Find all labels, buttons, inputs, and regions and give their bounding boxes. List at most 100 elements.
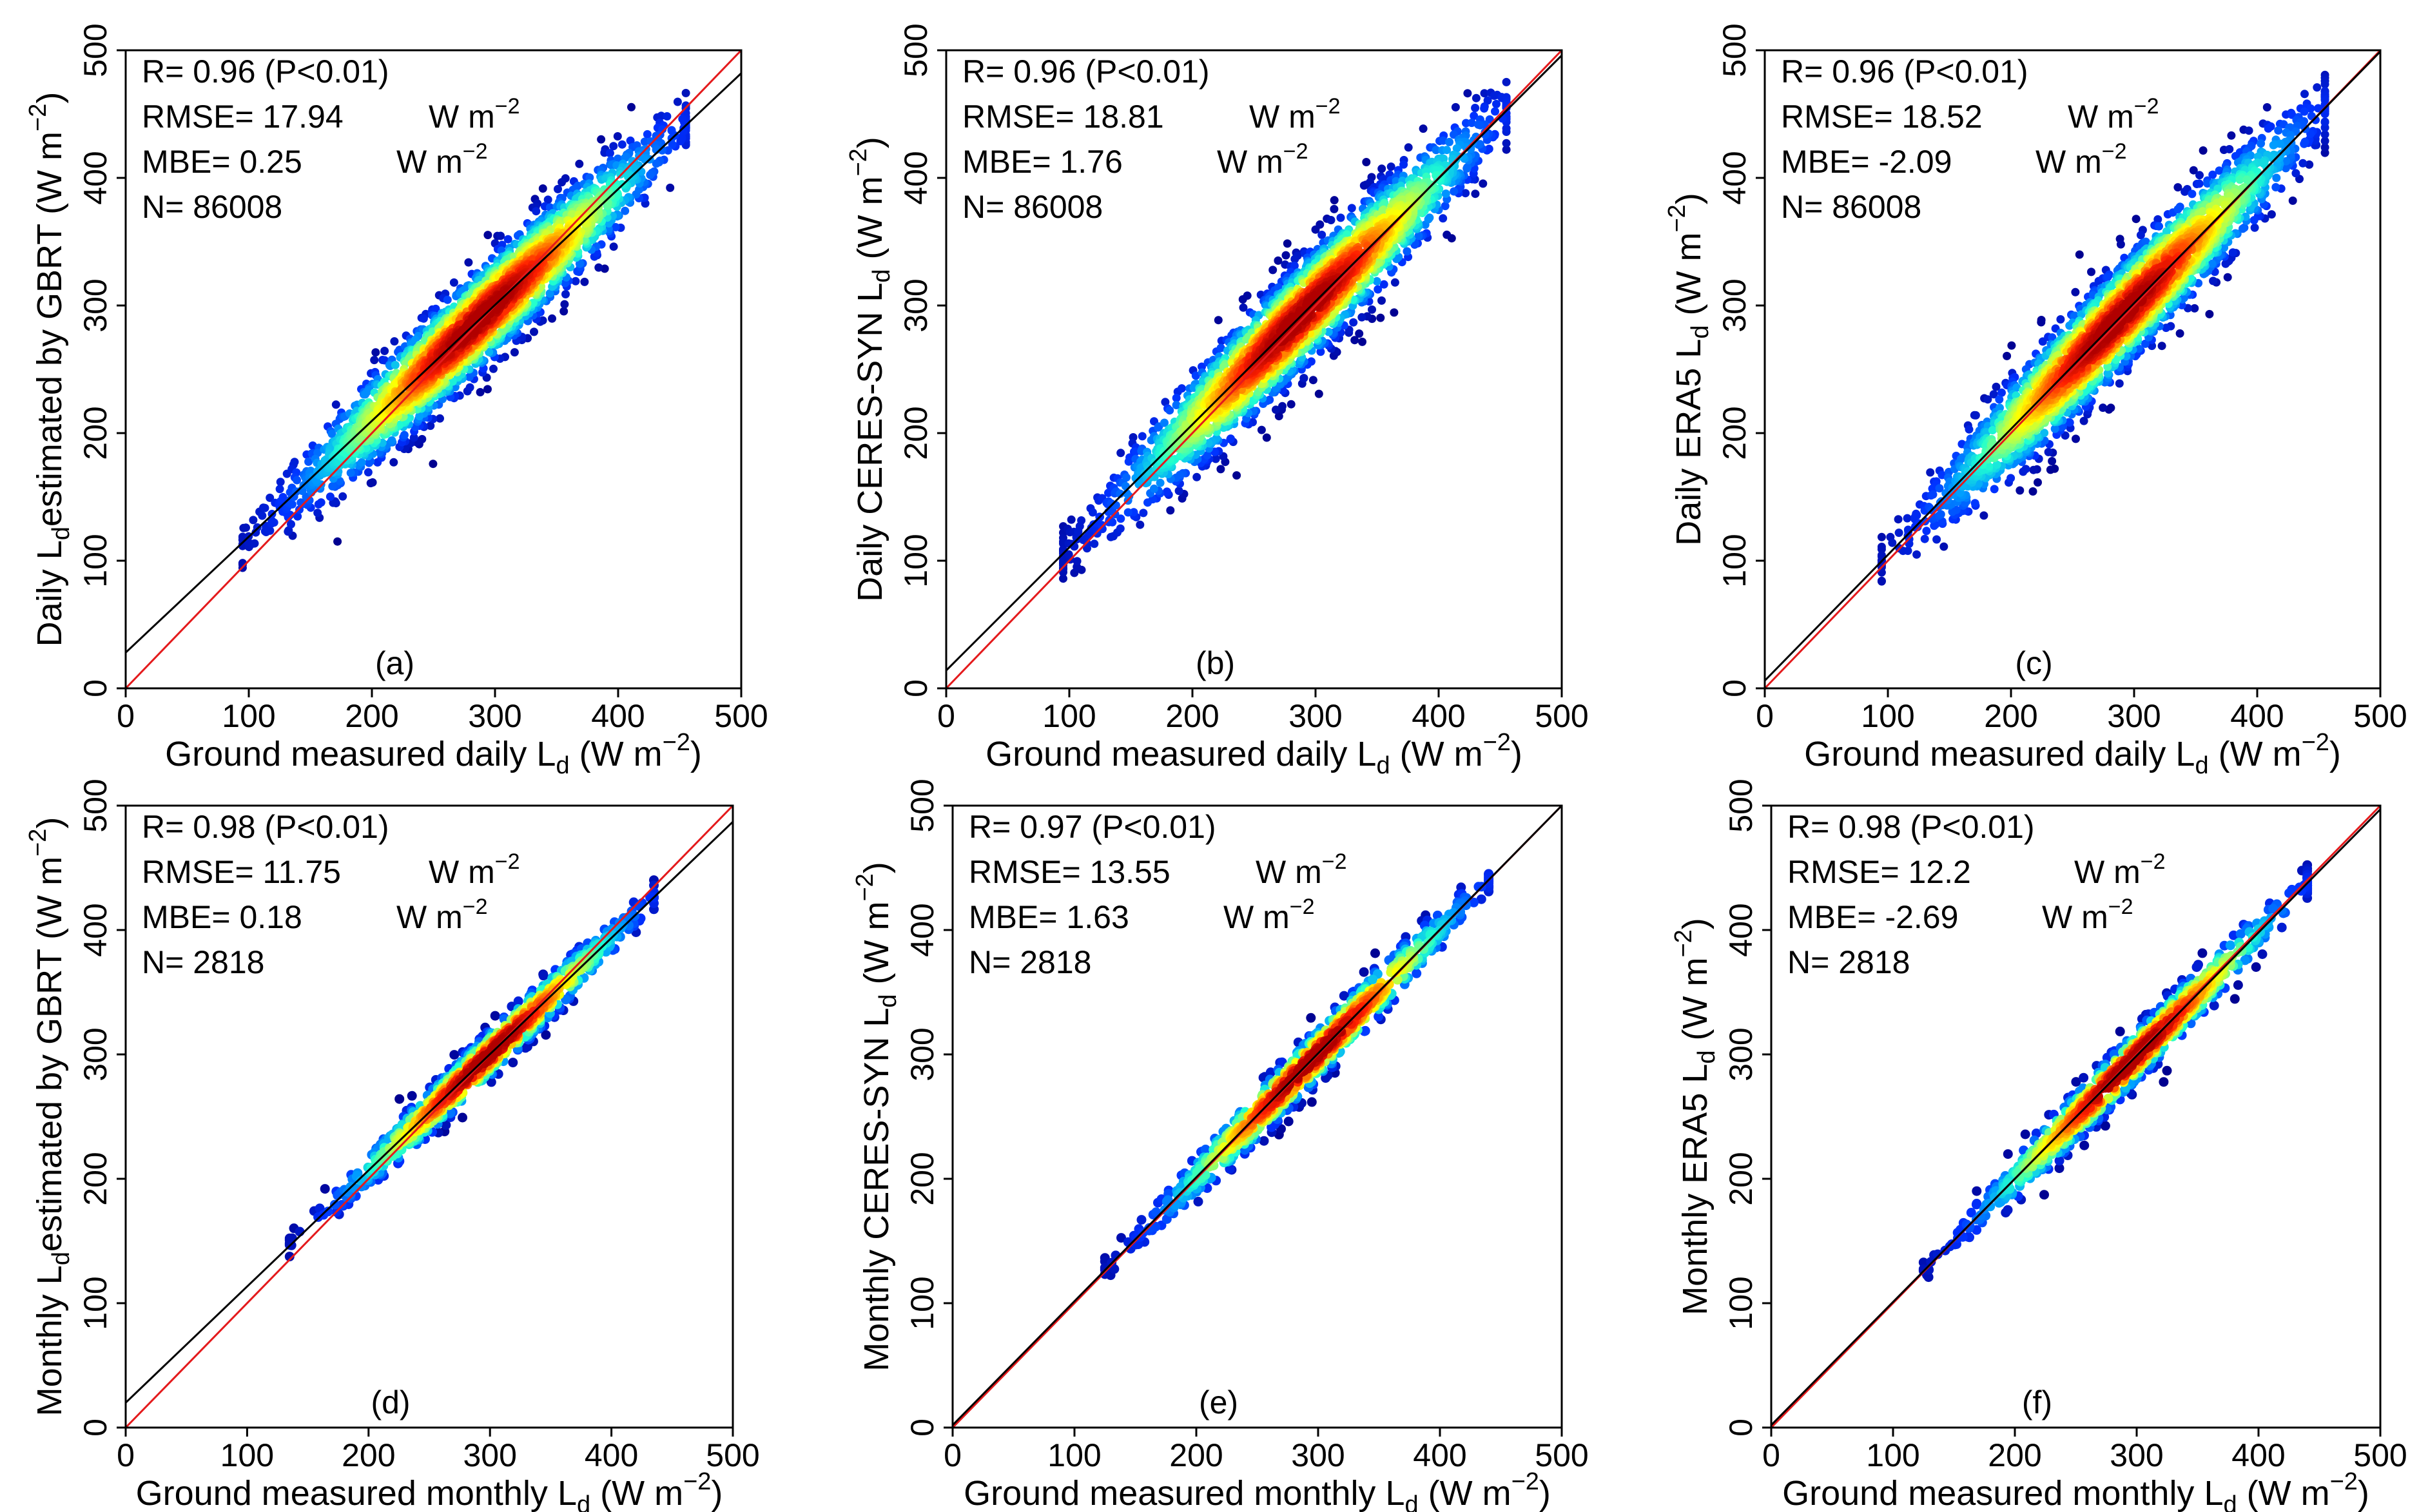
data-point [1139,509,1148,518]
data-point [313,509,322,518]
data-point [666,183,675,192]
data-point [1172,401,1181,409]
data-point [1116,514,1125,523]
data-point [1299,374,1308,383]
data-point [275,485,284,494]
data-point [1122,473,1131,482]
data-point [1355,329,1364,338]
data-point [449,278,458,287]
data-point [338,492,347,501]
stats-line: R= 0.96 (P<0.01) [142,53,389,90]
unit-label: W m−2 [429,94,520,135]
data-point [1283,239,1292,248]
data-point [652,159,661,168]
data-point [1088,508,1097,517]
data-point [1463,89,1472,98]
data-point [431,304,440,313]
data-point [1191,371,1200,380]
data-point [1059,574,1067,583]
data-point [1425,213,1434,222]
data-point [1161,398,1170,407]
x-tick-label: 500 [714,698,768,734]
data-point [1274,412,1283,421]
data-point [611,223,620,231]
data-point [1439,214,1448,223]
data-point [1314,389,1323,398]
data-point [327,429,336,438]
data-point [1330,196,1339,205]
data-point [242,523,250,532]
data-point [387,436,396,445]
data-point [1390,278,1399,287]
data-point [663,112,672,121]
data-point [1502,145,1511,154]
data-point [293,512,302,521]
y-tick-label: 500 [77,23,113,77]
data-point [1123,508,1132,517]
data-point [409,433,418,442]
data-point [1336,213,1345,222]
data-point [621,206,630,215]
one-to-one-line [126,50,741,688]
data-point [1097,521,1106,530]
data-point [1502,77,1511,86]
data-point [1317,230,1326,239]
data-point [609,242,618,251]
data-point [673,97,682,106]
data-point [1165,406,1174,415]
y-axis-label: Daily Ldestimated by GBRT (W m−2) [24,92,75,647]
data-point [635,185,644,194]
data-point [335,476,344,485]
data-point [1452,144,1461,153]
data-point [1414,231,1423,240]
data-point [668,140,677,149]
data-point [532,207,541,216]
data-point [503,235,512,244]
data-point [1404,143,1413,152]
data-point [643,130,652,139]
x-tick-label: 300 [468,698,521,734]
data-point [1073,557,1082,566]
data-point [1116,449,1125,458]
data-point [560,300,569,309]
data-point [1166,506,1175,515]
data-point [346,469,355,478]
data-point [1136,520,1145,529]
data-point [1090,539,1099,548]
y-tick-label: 200 [77,406,113,460]
data-point [1308,376,1317,385]
data-point [1116,524,1125,533]
data-point [250,539,259,548]
data-point [561,290,570,298]
data-point [370,356,379,365]
data-point [1467,119,1476,128]
data-point [605,149,614,158]
data-point [1232,471,1241,480]
data-point [1470,111,1479,121]
x-tick-label: 400 [591,698,645,734]
stats-line: RMSE= 17.94 [142,99,344,135]
unit-label: W m−2 [396,139,488,180]
data-point [426,422,435,431]
data-point [575,259,584,268]
data-point [380,347,389,355]
data-point [548,314,556,323]
stats-line: MBE= 0.25 [142,144,302,180]
data-point [325,492,335,501]
data-point [580,277,589,286]
data-point [371,348,380,357]
data-point [545,289,554,298]
y-tick-label: 100 [77,534,113,587]
data-point [1138,432,1147,441]
data-point [1463,163,1472,172]
data-point [266,493,275,502]
data-point [1471,104,1480,112]
data-point [249,516,258,525]
data-point [1441,202,1450,211]
data-point [1492,99,1501,108]
data-point [1104,489,1112,498]
data-point [1347,204,1356,213]
